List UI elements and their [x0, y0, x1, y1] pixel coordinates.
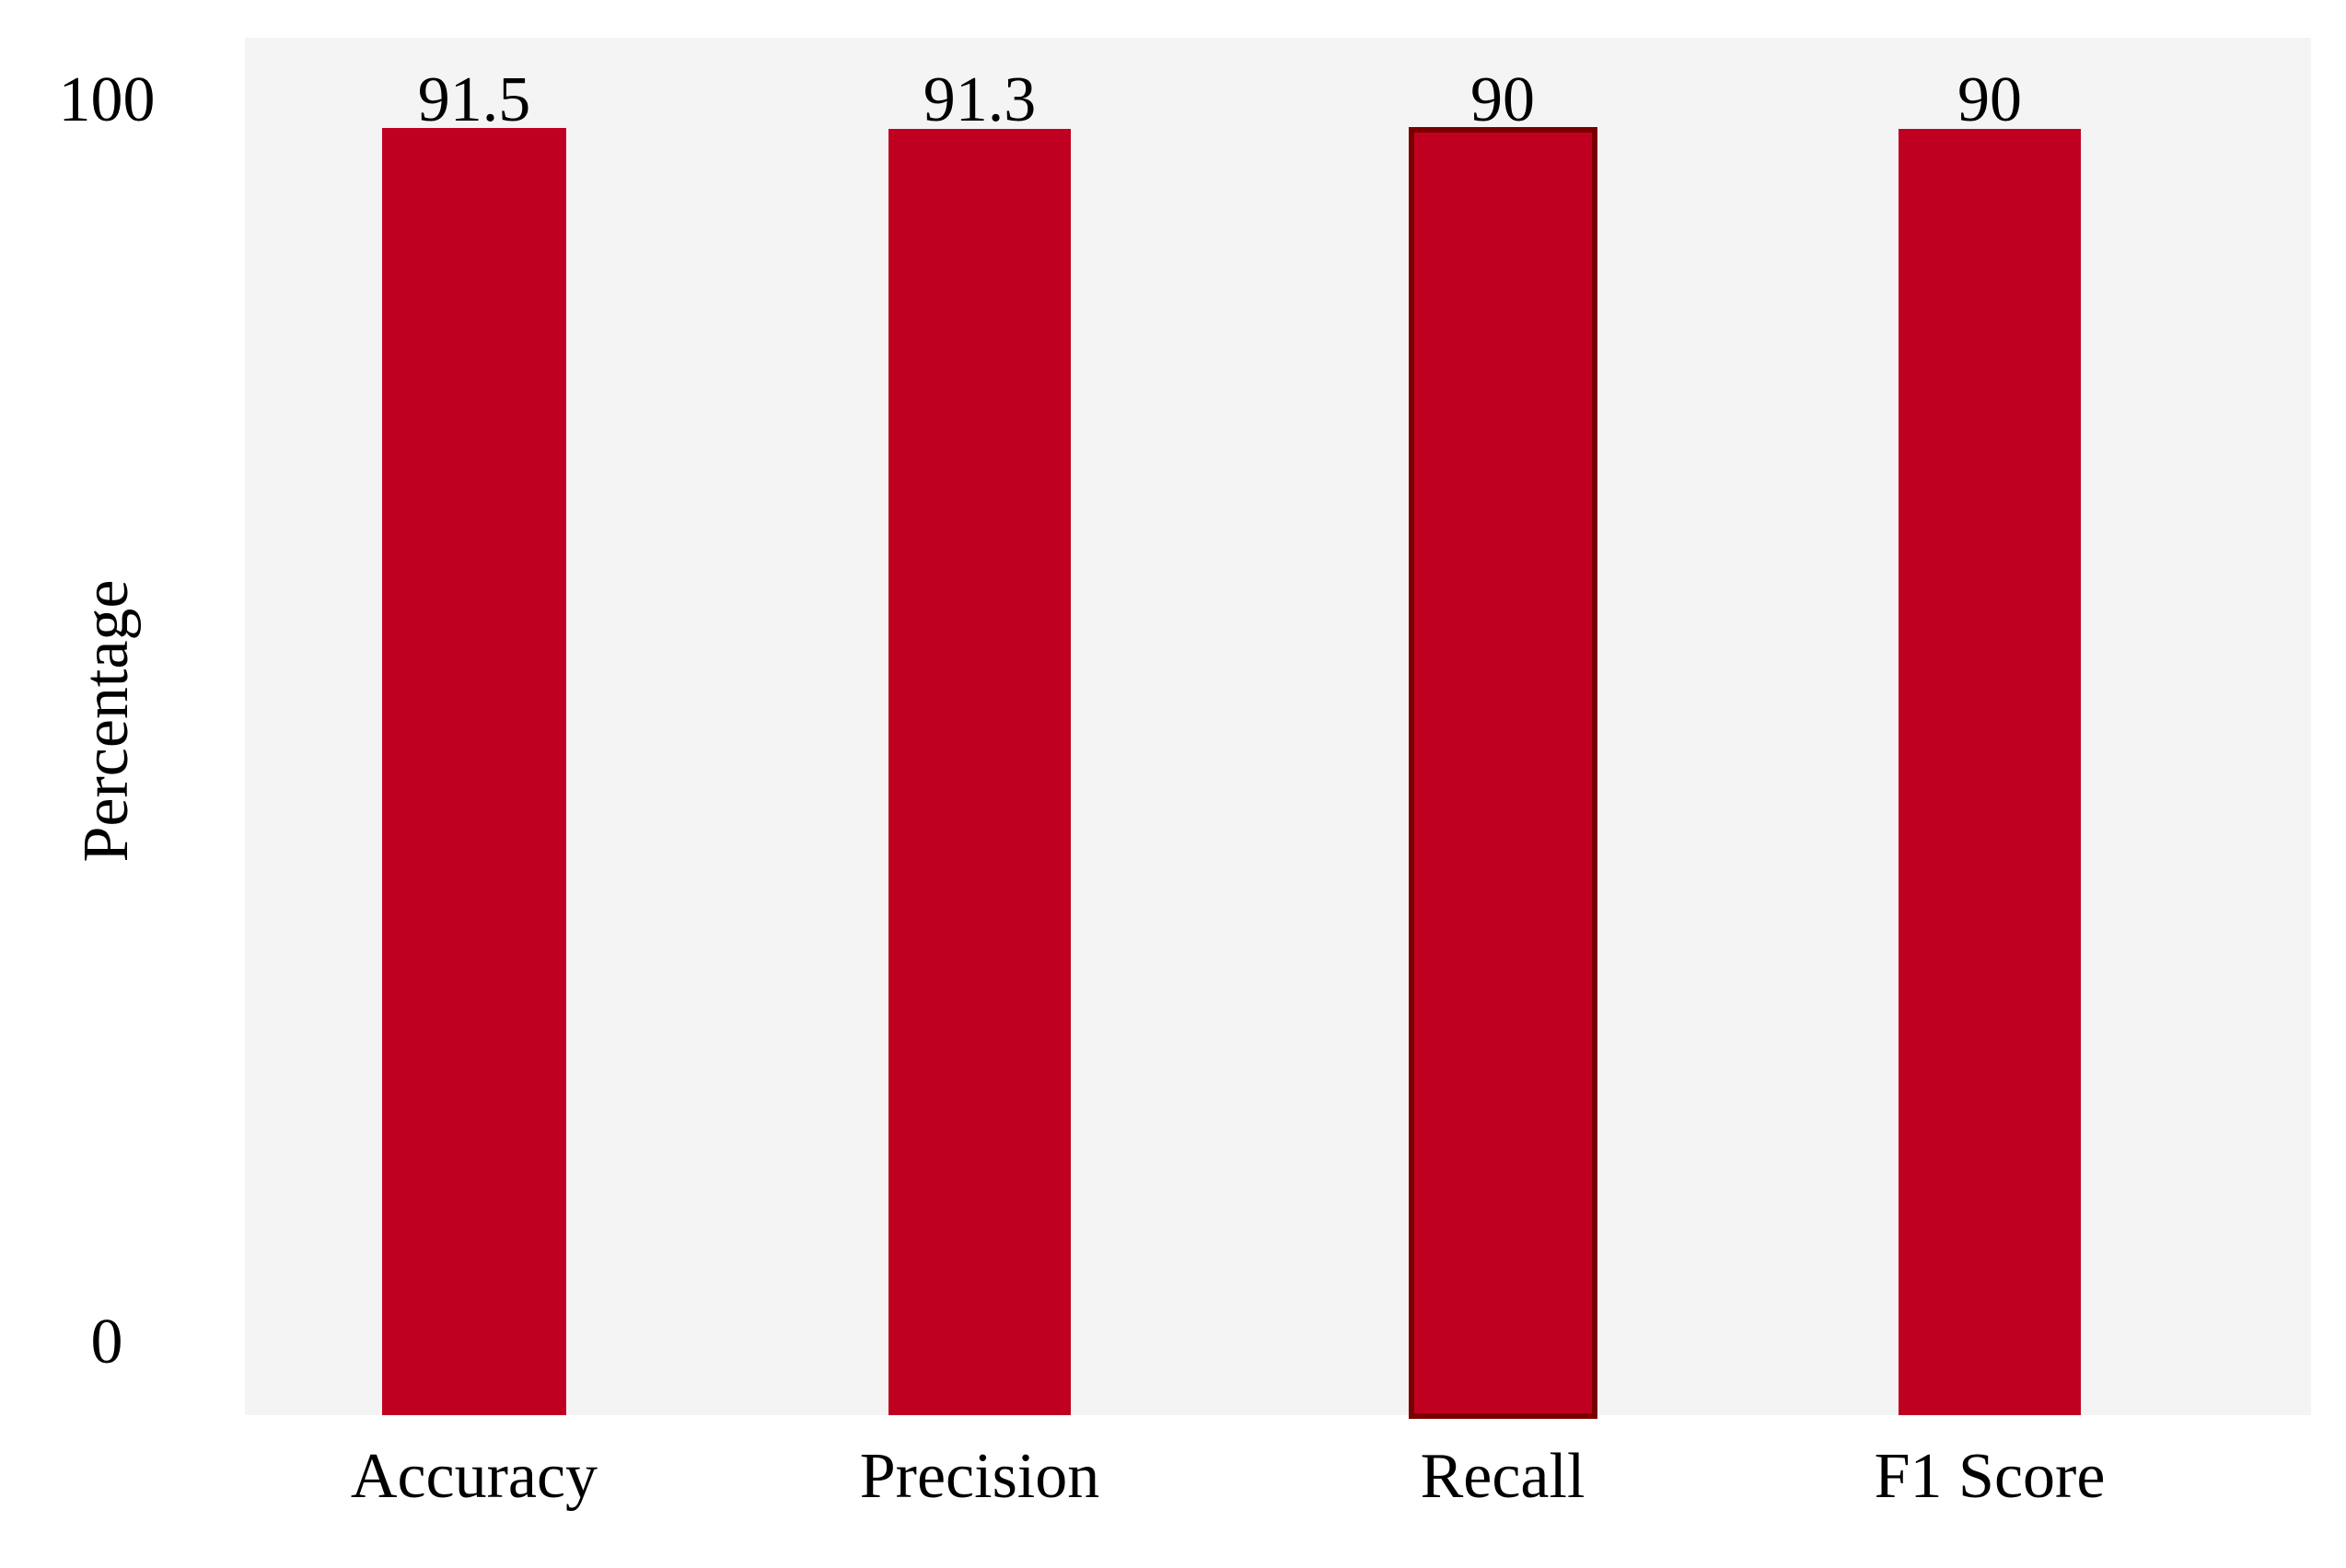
- value-label-recall: 90: [1470, 64, 1535, 135]
- bar-accuracy: [382, 128, 566, 1415]
- value-label-f1-score: 90: [1957, 64, 2022, 135]
- bar-recall-highlighted: [1409, 127, 1597, 1419]
- y-axis-label: Percentage: [71, 579, 142, 863]
- category-label-accuracy: Accuracy: [350, 1441, 598, 1512]
- y-tick-0: 0: [90, 1307, 123, 1377]
- category-label-f1-score: F1 Score: [1874, 1441, 2106, 1512]
- value-label-accuracy: 91.5: [417, 64, 531, 135]
- bar-precision: [888, 129, 1071, 1415]
- bar-f1-score: [1899, 129, 2081, 1415]
- category-label-recall: Recall: [1420, 1441, 1585, 1512]
- y-tick-100: 100: [58, 64, 156, 135]
- category-label-precision: Precision: [859, 1441, 1100, 1512]
- value-label-precision: 91.3: [923, 64, 1037, 135]
